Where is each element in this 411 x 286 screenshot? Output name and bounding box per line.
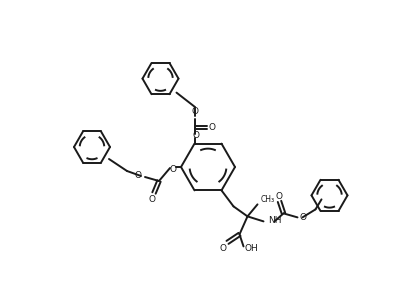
- Text: NH: NH: [268, 216, 282, 225]
- Text: O: O: [299, 213, 306, 222]
- Text: O: O: [192, 131, 199, 140]
- Text: O: O: [219, 244, 226, 253]
- Text: CH₃: CH₃: [261, 195, 275, 204]
- Text: O: O: [148, 194, 155, 204]
- Text: OH: OH: [245, 244, 258, 253]
- Text: O: O: [169, 164, 176, 174]
- Text: O: O: [191, 107, 198, 116]
- Text: O: O: [134, 170, 141, 180]
- Text: O: O: [208, 123, 215, 132]
- Text: O: O: [275, 192, 282, 201]
